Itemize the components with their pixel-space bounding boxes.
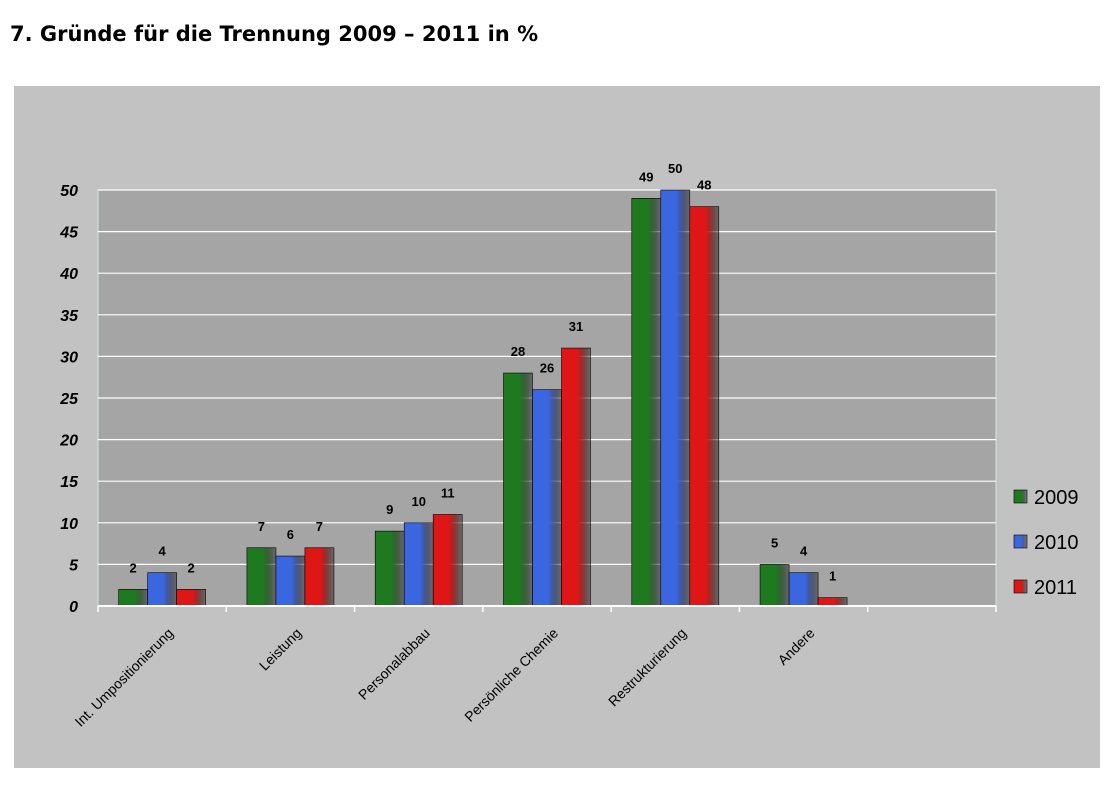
bar-2009 [631,198,662,607]
bar-2010 [147,572,177,607]
y-tick-label: 5 [69,557,79,574]
y-tick-label: 15 [60,474,79,491]
bar-2009 [503,372,533,607]
bar-2011 [689,206,720,607]
x-category-label: Personalabbau [355,625,433,703]
y-tick-label: 25 [59,391,79,408]
data-label: 7 [258,519,265,534]
legend: 2009 2010 2011 [1013,487,1079,599]
page-title: 7. Gründe für die Trennung 2009 – 2011 i… [10,22,539,46]
x-category-label: Andere [774,625,817,668]
bar-chart: 2 4 2 7 6 7 9 10 11 28 26 31 49 50 48 5 4 1 0 5 10 15 20 25 30 3… [59,161,1079,730]
x-category-label: Persönliche Chemie [461,625,561,725]
bars [118,189,848,607]
data-label: 49 [639,169,653,184]
y-tick-label: 10 [60,516,78,533]
bar-2010 [275,555,306,607]
legend-label: 2009 [1034,487,1079,509]
y-tick-label: 0 [69,599,78,616]
data-label: 50 [668,161,682,176]
x-category-label: Int. Umpositionierung [71,625,176,730]
y-tick-label: 35 [60,308,79,325]
data-label: 4 [800,544,808,559]
bar-2009 [374,530,405,607]
y-tick-label: 45 [59,225,79,242]
legend-label: 2010 [1034,532,1079,554]
bar-2011 [304,547,335,607]
bar-2011 [432,514,463,607]
bar-2011 [561,347,591,607]
bar-2010 [532,389,562,607]
y-tick-label: 20 [59,433,78,450]
data-label: 31 [569,319,583,334]
data-label: 1 [829,569,836,584]
data-label: 28 [511,344,525,359]
data-label: 48 [697,178,711,193]
bar-2011 [817,597,848,607]
bar-2009 [118,589,148,607]
y-tick-label: 30 [60,349,78,366]
legend-swatch-2010 [1013,534,1028,549]
data-label: 7 [316,519,323,534]
data-label: 11 [441,485,455,500]
bar-2009 [759,564,790,607]
data-label: 4 [159,544,167,559]
y-tick-label: 50 [60,183,78,200]
legend-label: 2011 [1034,577,1077,599]
bar-2010 [788,572,819,607]
bar-2009 [246,547,277,607]
data-label: 5 [771,535,778,550]
bar-2011 [176,589,206,607]
chart-panel: 2 4 2 7 6 7 9 10 11 28 26 31 49 50 48 5 4 1 0 5 10 15 20 25 30 3… [14,86,1100,768]
data-label: 6 [287,527,294,542]
x-category-label: Leistung [256,625,305,674]
data-label: 26 [540,361,554,376]
data-label: 9 [386,502,393,517]
data-labels: 2 4 2 7 6 7 9 10 11 28 26 31 49 50 48 5 4 1 [130,161,837,584]
data-label: 2 [130,560,137,575]
bar-2010 [403,522,434,607]
y-tick-label: 40 [59,266,78,283]
data-label: 2 [188,560,195,575]
data-label: 10 [411,494,425,509]
bar-2010 [660,189,691,607]
legend-swatch-2009 [1013,489,1028,504]
legend-swatch-2011 [1013,579,1028,594]
x-category-label: Restrukturierung [605,625,689,709]
